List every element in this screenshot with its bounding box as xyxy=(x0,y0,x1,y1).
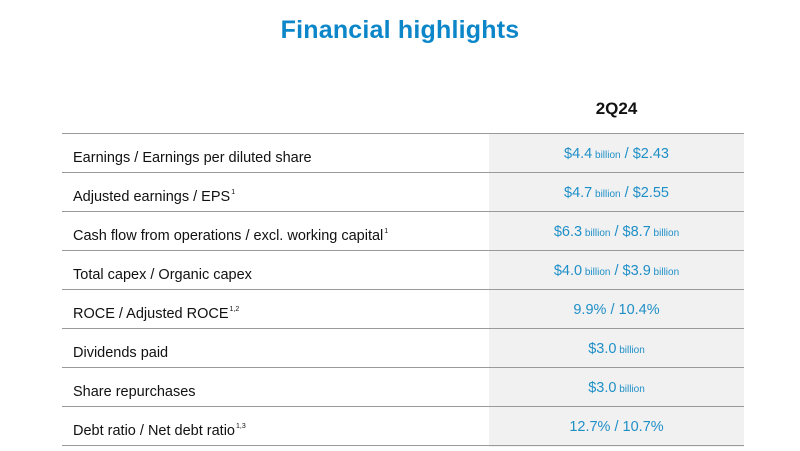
row-label: Share repurchases xyxy=(73,384,196,400)
row-value: 12.7% / 10.7% xyxy=(569,419,664,435)
table-row: Dividends paid $3.0 billion xyxy=(62,329,744,368)
table-row: Earnings / Earnings per diluted share $4… xyxy=(62,133,744,173)
row-value: 9.9% / 10.4% xyxy=(573,302,660,318)
row-label: Adjusted earnings / EPS1 xyxy=(73,189,236,205)
row-value: $6.3 billion / $8.7 billion xyxy=(553,224,680,240)
table-row: Share repurchases $3.0 billion xyxy=(62,368,744,407)
row-value: $3.0 billion xyxy=(588,341,645,357)
row-label: ROCE / Adjusted ROCE1,2 xyxy=(73,306,240,322)
row-value: $4.7 billion / $2.55 xyxy=(564,185,669,201)
row-value: $3.0 billion xyxy=(588,380,645,396)
table-row: ROCE / Adjusted ROCE1,2 9.9% / 10.4% xyxy=(62,290,744,329)
table-row: Cash flow from operations / excl. workin… xyxy=(62,212,744,251)
row-label: Total capex / Organic capex xyxy=(73,267,252,283)
row-label: Dividends paid xyxy=(73,345,169,361)
page-title: Financial highlights xyxy=(280,16,520,44)
row-value: $4.0 billion / $3.9 billion xyxy=(553,263,680,279)
row-label: Earnings / Earnings per diluted share xyxy=(73,150,312,166)
row-label: Cash flow from operations / excl. workin… xyxy=(73,228,389,244)
highlights-table: Earnings / Earnings per diluted share $4… xyxy=(62,133,744,446)
column-header-period: 2Q24 xyxy=(595,99,638,118)
highlight-column-background xyxy=(489,133,744,447)
table-row: Adjusted earnings / EPS1 $4.7 billion / … xyxy=(62,173,744,212)
table-row: Total capex / Organic capex $4.0 billion… xyxy=(62,251,744,290)
row-label: Debt ratio / Net debt ratio1,3 xyxy=(73,423,246,439)
table-row: Debt ratio / Net debt ratio1,3 12.7% / 1… xyxy=(62,407,744,446)
row-value: $4.4 billion / $2.43 xyxy=(564,146,669,162)
